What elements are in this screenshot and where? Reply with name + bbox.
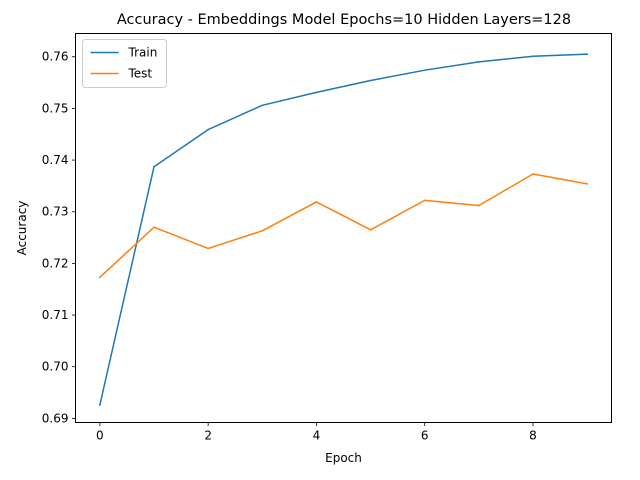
chart-title: Accuracy - Embeddings Model Epochs=10 Hi…: [117, 12, 571, 28]
data-point-train: [153, 165, 155, 168]
x-axis-label: Epoch: [325, 451, 362, 465]
x-tick-label: 8: [529, 429, 537, 443]
x-tick-label: 4: [313, 429, 321, 443]
y-tick-label: 0.71: [42, 308, 69, 322]
data-point-train: [586, 53, 588, 55]
legend: Train Test: [82, 39, 167, 88]
data-point-train: [423, 69, 426, 71]
data-point-test: [478, 204, 480, 207]
legend-label-train: Train: [128, 46, 158, 60]
data-point-test: [423, 199, 426, 202]
plot-series: [98, 53, 589, 406]
data-point-test: [153, 226, 155, 229]
data-point-test: [261, 230, 264, 232]
data-point-train: [369, 79, 372, 82]
data-point-test: [586, 183, 588, 185]
data-point-test: [315, 201, 318, 203]
y-axis-label: Accuracy: [15, 201, 29, 256]
legend-box: [82, 39, 167, 88]
y-tick-label: 0.76: [42, 50, 69, 64]
data-point-test: [532, 173, 534, 175]
x-axis-ticks: 0 2 4 6 8: [96, 422, 537, 443]
data-point-test: [207, 247, 209, 250]
y-tick-label: 0.72: [42, 256, 69, 270]
series-line-train: [98, 53, 588, 406]
data-point-test: [369, 229, 372, 231]
x-tick-label: 6: [421, 429, 429, 443]
plot-frame: [75, 33, 612, 423]
data-point-train: [478, 61, 480, 63]
y-tick-label: 0.74: [42, 153, 69, 167]
x-tick-label: 2: [204, 429, 212, 443]
data-point-test: [99, 276, 101, 279]
y-tick-label: 0.69: [42, 411, 69, 425]
data-point-train: [99, 404, 101, 406]
data-point-train: [261, 104, 264, 107]
data-point-train: [315, 91, 318, 94]
y-axis-ticks: 0.69 0.70 0.71 0.72 0.73 0.74 0.75 0.76: [42, 50, 76, 425]
data-point-train: [207, 128, 209, 131]
x-tick-label: 0: [96, 429, 104, 443]
data-point-train: [532, 55, 534, 58]
y-tick-label: 0.73: [42, 205, 69, 219]
y-tick-label: 0.75: [42, 101, 69, 115]
series-line-test: [98, 173, 589, 279]
y-tick-label: 0.70: [42, 360, 69, 374]
legend-label-test: Test: [128, 67, 153, 81]
